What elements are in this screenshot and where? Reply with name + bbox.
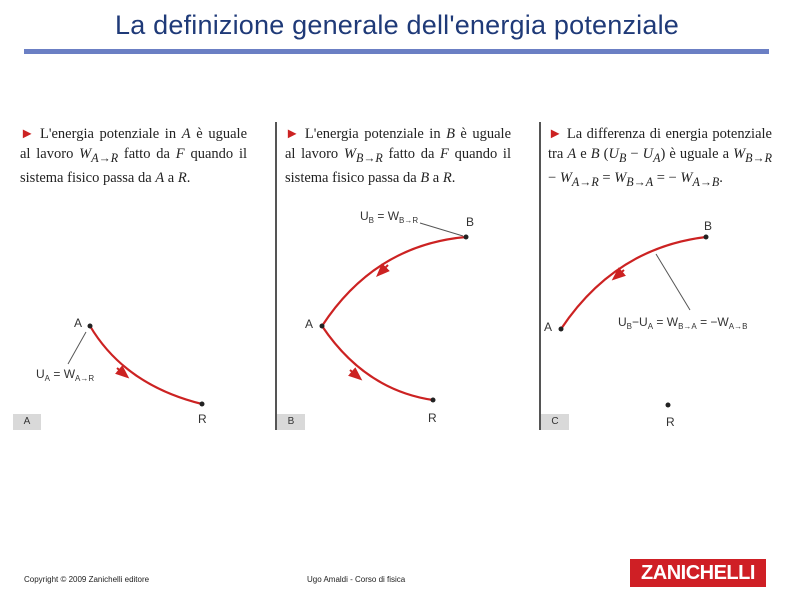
panel-a-label-a: A [74,316,82,330]
panel-c-bullet: ► [548,126,563,142]
panel-a-leader-line [67,331,87,365]
panel-c-label-a: A [544,320,552,334]
panel-c-arrow [611,267,626,281]
publisher-logo: ZANICHELLI [630,559,766,587]
panel-a-point-a [87,323,93,329]
panel-divider-1 [275,122,277,430]
panel-c-figure: B A R UB−UA = WB→A = −WA→B [544,219,747,429]
panel-c-formula: UB−UA = WB→A = −WA→B [618,315,747,331]
panel-a-tag: A [13,414,41,430]
panel-a-path-a-to-r [89,325,203,406]
panel-b-label-r: R [428,411,437,425]
panel-a-formula: UA = WA→R [36,367,94,383]
panel-b-text: ► L'energia potenziale in B è uguale al … [285,126,512,186]
panel-c-leader-line [655,253,691,311]
panel-c-path-b-to-a [560,235,707,330]
panel-b-point-r [430,397,436,403]
panel-b-bullet: ► [285,126,300,142]
panel-b-formula: UB = WB→R [360,209,418,225]
panel-c-point-a [558,326,564,332]
panel-b-label-b: B [466,215,474,229]
panel-c-text: ► La differenza di energia potenziale tr… [548,126,772,189]
panel-b-point-b [463,234,469,240]
panel-a-bullet: ► [20,126,35,142]
panel-b-tag: B [277,414,305,430]
panel-b-point-a [319,323,325,329]
panel-b-arrow-upper [376,263,390,277]
panel-a-text: ► L'energia potenziale in A è uguale al … [20,126,248,186]
panel-b-arrow-lower [348,367,363,381]
panel-a-direction-arrow [115,365,130,379]
panel-b-path-b-to-a [321,235,467,327]
panel-a-point-r [199,401,205,407]
footer-course: Ugo Amaldi - Corso di fisica [307,575,406,584]
panel-a-figure: A R UA = WA→R [36,316,207,426]
panel-b-path-a-to-r [321,325,434,402]
panel-a-label-r: R [198,412,207,426]
panel-c-point-b [703,234,709,240]
panel-c-label-b: B [704,219,712,233]
panel-b-label-a: A [305,317,313,331]
page-title: La definizione generale dell'energia pot… [115,10,679,40]
panel-b-figure: B A R UB = WB→R [305,209,474,425]
title-underline [24,49,769,54]
panel-b-leader-line [419,222,464,237]
panel-divider-2 [539,122,541,430]
panel-c-point-r [665,402,671,408]
panel-c-label-r: R [666,415,675,429]
footer-copyright: Copyright © 2009 Zanichelli editore [24,575,150,584]
panel-c-tag: C [541,414,569,430]
